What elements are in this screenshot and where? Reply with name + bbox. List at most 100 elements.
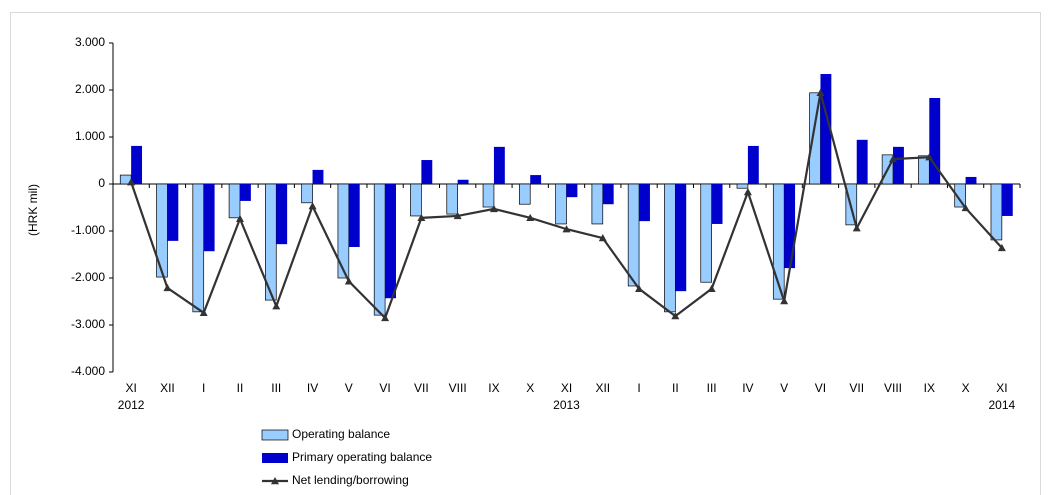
chart-frame: [10, 12, 1041, 495]
legend-swatch: [261, 429, 289, 441]
bar: [664, 183, 676, 313]
x-tick-label: VI: [379, 381, 390, 395]
x-tick-label: V: [780, 381, 788, 395]
line-marker: [381, 313, 390, 322]
bar: [228, 183, 241, 219]
line-marker: [489, 204, 498, 213]
bar: [131, 145, 143, 184]
bar: [530, 175, 542, 184]
bar: [457, 179, 469, 184]
x-year-label: 2012: [118, 398, 145, 412]
y-tick-label: 2.000: [75, 82, 105, 96]
bar: [990, 183, 1003, 241]
x-tick-label: IV: [742, 381, 753, 395]
bar: [856, 139, 868, 184]
y-tick-label: -3.000: [71, 317, 105, 331]
x-year-label: 2014: [989, 398, 1016, 412]
y-tick-label: 3.000: [75, 35, 105, 49]
x-tick-label: VI: [815, 381, 826, 395]
line-marker: [889, 155, 898, 163]
legend-label: Net lending/borrowing: [292, 473, 409, 487]
line-marker: [127, 178, 136, 186]
x-tick-label: I: [637, 381, 640, 395]
x-tick-label: VIII: [884, 381, 902, 395]
bar: [301, 183, 313, 204]
x-tick-label: VIII: [449, 381, 467, 395]
y-tick-label: -4.000: [71, 364, 105, 378]
bar: [566, 184, 578, 198]
x-tick-label: IV: [307, 381, 318, 395]
x-tick-label: V: [345, 381, 353, 395]
bar: [639, 184, 650, 222]
y-tick-label: 1.000: [75, 129, 105, 143]
bar: [602, 184, 614, 205]
legend-label: Primary operating balance: [292, 450, 432, 464]
x-tick-label: VII: [849, 381, 864, 395]
x-tick-label: IX: [924, 381, 935, 395]
bar: [820, 74, 832, 184]
y-tick-label: -1.000: [71, 223, 105, 237]
bar: [929, 97, 941, 184]
x-tick-label: II: [237, 381, 244, 395]
y-axis-label: (HRK mil): [26, 184, 40, 236]
bar: [421, 160, 433, 184]
line-marker: [635, 284, 644, 293]
line-marker: [235, 214, 244, 222]
bar: [192, 183, 205, 313]
line-marker: [163, 283, 172, 292]
x-tick-label: I: [202, 381, 205, 395]
bar: [784, 184, 796, 269]
bar: [482, 183, 495, 208]
x-tick-label: II: [672, 381, 679, 395]
bar: [446, 183, 459, 215]
line-marker: [780, 297, 789, 305]
legend-swatch: [262, 453, 288, 463]
x-tick-label: VII: [414, 381, 429, 395]
bar: [410, 183, 422, 217]
bar: [675, 184, 687, 292]
line-marker: [852, 224, 861, 232]
legend-label: Operating balance: [292, 427, 390, 441]
line-marker: [199, 308, 208, 316]
x-tick-label: XII: [595, 381, 610, 395]
line-marker: [453, 211, 462, 220]
bar: [965, 176, 977, 184]
bar: [167, 184, 179, 241]
x-tick-label: X: [526, 381, 534, 395]
bar: [493, 146, 505, 184]
bar: [711, 184, 723, 224]
bar: [239, 184, 251, 201]
x-tick-label: IX: [488, 381, 499, 395]
line-marker: [671, 312, 680, 320]
y-tick-label: 0: [98, 176, 105, 190]
bar: [385, 184, 396, 299]
bar: [312, 169, 324, 184]
bar: [893, 146, 904, 184]
legend-swatch: [271, 477, 279, 485]
line-marker: [707, 284, 716, 293]
bar: [276, 184, 288, 245]
line-marker: [417, 213, 426, 222]
bar: [627, 183, 640, 287]
line-marker: [925, 153, 934, 161]
bar: [373, 183, 386, 316]
x-tick-label: III: [707, 381, 717, 395]
line-marker: [562, 225, 571, 233]
line-marker: [816, 88, 825, 97]
line-marker: [961, 203, 970, 212]
line-marker: [598, 234, 607, 242]
x-tick-label: XI: [125, 381, 136, 395]
line-marker: [526, 213, 535, 222]
bar: [809, 92, 821, 185]
line-marker: [997, 243, 1006, 252]
y-tick-label: -2.000: [71, 270, 105, 284]
bar: [591, 183, 604, 225]
bar: [348, 184, 360, 247]
x-tick-label: X: [962, 381, 970, 395]
bar: [700, 183, 712, 283]
bar: [736, 183, 749, 189]
line-marker: [344, 277, 353, 285]
bar: [1001, 184, 1013, 216]
x-tick-label: III: [271, 381, 281, 395]
